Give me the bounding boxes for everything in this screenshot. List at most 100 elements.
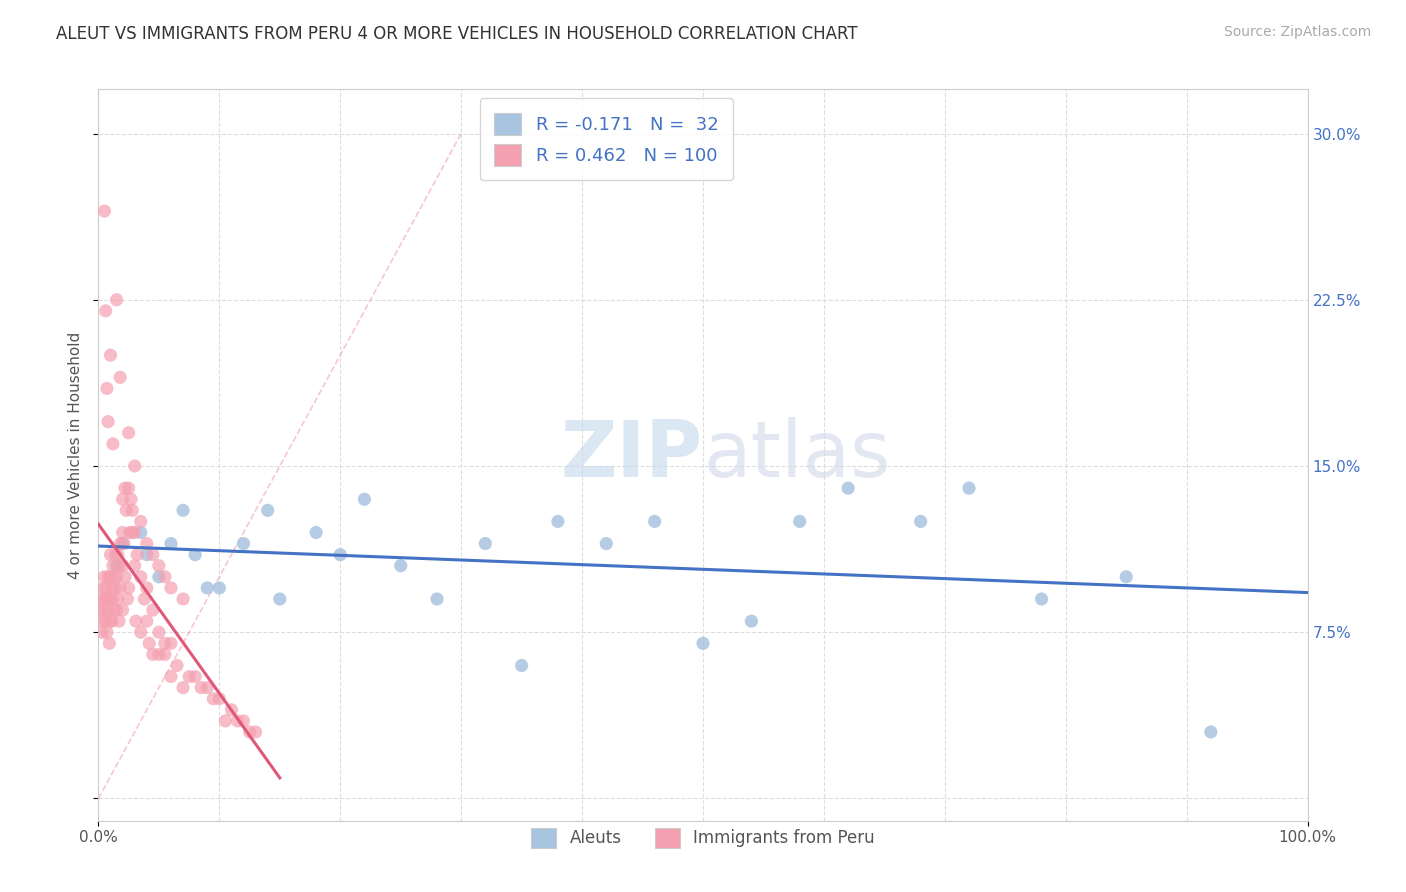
Point	[135, 548, 157, 562]
Point	[166, 658, 188, 673]
Y-axis label: 4 or more Vehicles in Household: 4 or more Vehicles in Household	[67, 331, 83, 579]
Point	[118, 581, 141, 595]
Point	[101, 592, 124, 607]
Point	[353, 492, 375, 507]
Point	[172, 503, 194, 517]
Point	[91, 625, 114, 640]
Point	[103, 570, 125, 584]
Point	[239, 725, 262, 739]
Point	[426, 592, 449, 607]
Point	[142, 548, 165, 562]
Point	[97, 603, 120, 617]
Point	[101, 437, 124, 451]
Point	[153, 648, 176, 662]
Point	[114, 570, 136, 584]
Point	[129, 525, 152, 540]
Point	[389, 558, 412, 573]
Point	[121, 525, 143, 540]
Point	[100, 614, 122, 628]
Point	[124, 558, 146, 573]
Point	[111, 492, 134, 507]
Point	[100, 570, 122, 584]
Point	[148, 648, 170, 662]
Point	[160, 636, 183, 650]
Point	[100, 592, 122, 607]
Point	[269, 592, 291, 607]
Point	[129, 625, 152, 640]
Point	[595, 536, 617, 550]
Point	[510, 658, 533, 673]
Point	[91, 614, 114, 628]
Text: ALEUT VS IMMIGRANTS FROM PERU 4 OR MORE VEHICLES IN HOUSEHOLD CORRELATION CHART: ALEUT VS IMMIGRANTS FROM PERU 4 OR MORE …	[56, 25, 858, 43]
Point	[184, 669, 207, 683]
Point	[93, 603, 115, 617]
Point	[118, 525, 141, 540]
Point	[97, 570, 120, 584]
Point	[202, 691, 225, 706]
Point	[103, 603, 125, 617]
Point	[93, 204, 115, 219]
Point	[94, 614, 117, 628]
Point	[108, 370, 131, 384]
Point	[160, 669, 183, 683]
Point	[105, 570, 128, 584]
Point	[160, 536, 183, 550]
Point	[118, 425, 141, 440]
Point	[148, 558, 170, 573]
Point	[195, 681, 218, 695]
Point	[135, 614, 157, 628]
Point	[1199, 725, 1222, 739]
Point	[114, 481, 136, 495]
Point	[329, 548, 352, 562]
Point	[153, 570, 176, 584]
Point	[112, 536, 135, 550]
Point	[135, 581, 157, 595]
Point	[305, 525, 328, 540]
Point	[740, 614, 762, 628]
Point	[195, 581, 218, 595]
Point	[108, 536, 131, 550]
Point	[107, 548, 129, 562]
Point	[129, 515, 152, 529]
Point	[107, 592, 129, 607]
Point	[547, 515, 569, 529]
Point	[96, 592, 118, 607]
Point	[245, 725, 267, 739]
Point	[101, 558, 124, 573]
Point	[117, 592, 139, 607]
Text: atlas: atlas	[703, 417, 890, 493]
Point	[124, 458, 146, 473]
Text: ZIP: ZIP	[561, 417, 703, 493]
Point	[142, 648, 165, 662]
Point	[138, 636, 160, 650]
Point	[226, 714, 249, 728]
Point	[105, 558, 128, 573]
Point	[644, 515, 666, 529]
Point	[256, 503, 278, 517]
Legend: Aleuts, Immigrants from Peru: Aleuts, Immigrants from Peru	[523, 819, 883, 856]
Point	[91, 592, 114, 607]
Point	[153, 636, 176, 650]
Point	[179, 669, 201, 683]
Point	[232, 536, 254, 550]
Point	[1031, 592, 1053, 607]
Point	[98, 636, 121, 650]
Point	[94, 303, 117, 318]
Point	[172, 592, 194, 607]
Point	[91, 581, 114, 595]
Point	[142, 603, 165, 617]
Point	[214, 714, 236, 728]
Point	[100, 348, 122, 362]
Point	[129, 570, 152, 584]
Point	[108, 614, 131, 628]
Point	[127, 548, 149, 562]
Point	[105, 603, 128, 617]
Point	[94, 581, 117, 595]
Point	[474, 536, 496, 550]
Point	[93, 570, 115, 584]
Point	[90, 603, 112, 617]
Point	[100, 581, 122, 595]
Point	[172, 681, 194, 695]
Point	[100, 548, 122, 562]
Point	[104, 581, 127, 595]
